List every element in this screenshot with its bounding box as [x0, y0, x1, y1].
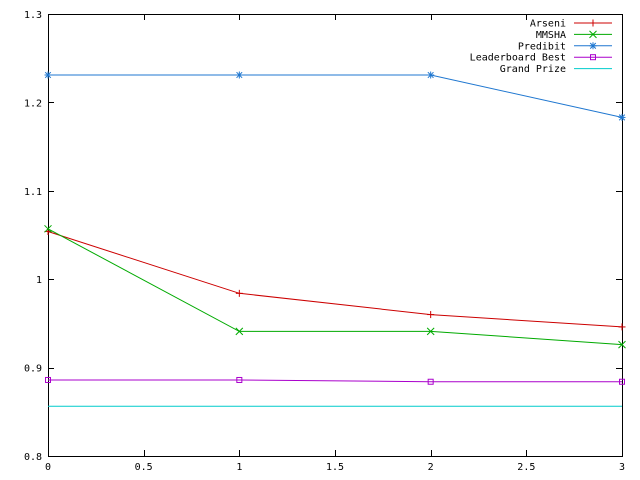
- legend-entry-arseni: Arseni: [530, 19, 612, 30]
- data-point-mmsha: [618, 340, 626, 349]
- data-point-leaderboard-best: [427, 378, 434, 385]
- series-line-predibit: [48, 74, 623, 118]
- x-tick-label: 0: [45, 462, 51, 473]
- series-predibit: [44, 71, 626, 121]
- plot-frame-layer: [48, 14, 623, 457]
- series-line-mmsha: [47, 228, 623, 346]
- y-tick-label: 1.3: [24, 10, 42, 21]
- data-point-predibit: [44, 71, 52, 79]
- y-tick-label: 0.9: [24, 364, 42, 375]
- y-tick-label: 0.8: [24, 452, 42, 463]
- legend-label: Arseni: [530, 19, 566, 30]
- x-tick-label: 1.5: [326, 462, 344, 473]
- legend-swatch-marker: [590, 54, 596, 61]
- series-leaderboard-best: [45, 376, 625, 385]
- y-tick-label: 1.2: [24, 98, 42, 109]
- legend-label: Predibit: [518, 41, 566, 52]
- data-point-predibit: [427, 71, 435, 79]
- series-line-leaderboard-best: [48, 379, 622, 383]
- legend-swatch-marker: [589, 19, 597, 27]
- legend-swatch-marker: [589, 30, 597, 39]
- legend-label: Grand Prize: [500, 64, 566, 75]
- data-point-arseni: [235, 289, 243, 297]
- series-mmsha: [44, 224, 626, 349]
- y-tick-label: 1.1: [24, 187, 42, 198]
- y-tick-label: 1: [36, 275, 42, 286]
- x-tick-label: 2.5: [517, 462, 535, 473]
- series-arseni: [44, 227, 626, 331]
- data-point-leaderboard-best: [619, 378, 625, 385]
- legend-entry-predibit: Predibit: [518, 41, 612, 52]
- legend-entry-mmsha: MMSHA: [536, 30, 612, 41]
- x-tick-label: 1: [236, 462, 242, 473]
- series-lines: [44, 71, 626, 407]
- data-point-arseni: [427, 311, 435, 319]
- data-point-predibit: [235, 71, 243, 79]
- axis-ticks: [48, 14, 623, 457]
- data-point-leaderboard-best: [45, 376, 51, 383]
- legend-label: MMSHA: [536, 30, 566, 41]
- data-point-mmsha: [235, 327, 244, 336]
- x-tick-label: 0.5: [135, 462, 153, 473]
- data-point-leaderboard-best: [236, 376, 243, 383]
- legend-swatch-marker: [589, 42, 597, 50]
- data-point-mmsha: [44, 224, 52, 233]
- x-tick-label: 3: [619, 462, 625, 473]
- legend-entry-grand-prize: Grand Prize: [500, 64, 612, 75]
- plot-frame: [48, 14, 623, 457]
- series-line-arseni: [47, 231, 623, 328]
- data-point-arseni: [618, 323, 626, 331]
- data-point-predibit: [618, 113, 626, 121]
- axis-tick-labels: 0 0.5 1 1.5 2 2.5 3 0.8 0.9 1 1.1 1.2 1.3: [24, 10, 625, 473]
- legend-label: Leaderboard Best: [470, 53, 566, 64]
- legend-entry-leaderboard-best: Leaderboard Best: [470, 53, 612, 64]
- x-tick-label: 2: [428, 462, 434, 473]
- data-point-mmsha: [426, 327, 435, 336]
